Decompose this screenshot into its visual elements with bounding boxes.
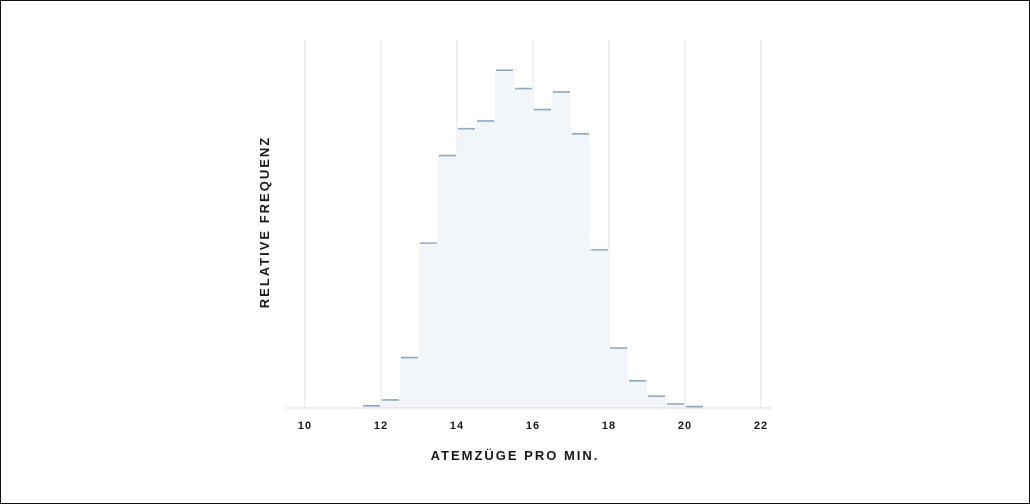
histogram-bar bbox=[438, 155, 457, 408]
histogram-bar bbox=[457, 128, 476, 409]
grid-lines bbox=[304, 40, 762, 408]
histogram-bar bbox=[628, 380, 647, 408]
histogram-bar-caps bbox=[363, 69, 703, 408]
histogram-bar bbox=[666, 403, 685, 408]
histogram-bar bbox=[552, 91, 571, 408]
histogram-bar bbox=[647, 396, 666, 408]
histogram-bar bbox=[476, 120, 495, 409]
x-tick-label-10: 10 bbox=[298, 420, 312, 432]
x-tick-label-16: 16 bbox=[526, 420, 540, 432]
histogram-bar bbox=[609, 348, 628, 408]
x-tick-label-18: 18 bbox=[602, 420, 616, 432]
x-tick-label-20: 20 bbox=[678, 420, 692, 432]
y-axis-title: RELATIVE FREQUENZ bbox=[257, 136, 272, 308]
histogram-bar bbox=[381, 399, 400, 408]
x-axis-tick-labels: 10 12 14 16 18 20 22 bbox=[298, 420, 768, 432]
x-tick-label-14: 14 bbox=[450, 420, 464, 432]
histogram-bars bbox=[362, 70, 704, 409]
histogram-bar bbox=[419, 243, 438, 408]
x-tick-label-22: 22 bbox=[754, 420, 768, 432]
histogram-bar bbox=[533, 109, 552, 408]
histogram-bar bbox=[362, 405, 381, 408]
x-axis-title: ATEMZÜGE PRO MIN. bbox=[431, 448, 600, 463]
histogram-bar bbox=[590, 249, 609, 408]
histogram-bar bbox=[571, 133, 590, 408]
histogram-bar bbox=[400, 357, 419, 408]
histogram-bar bbox=[495, 70, 514, 409]
x-tick-label-12: 12 bbox=[374, 420, 388, 432]
histogram-bar bbox=[514, 88, 533, 409]
